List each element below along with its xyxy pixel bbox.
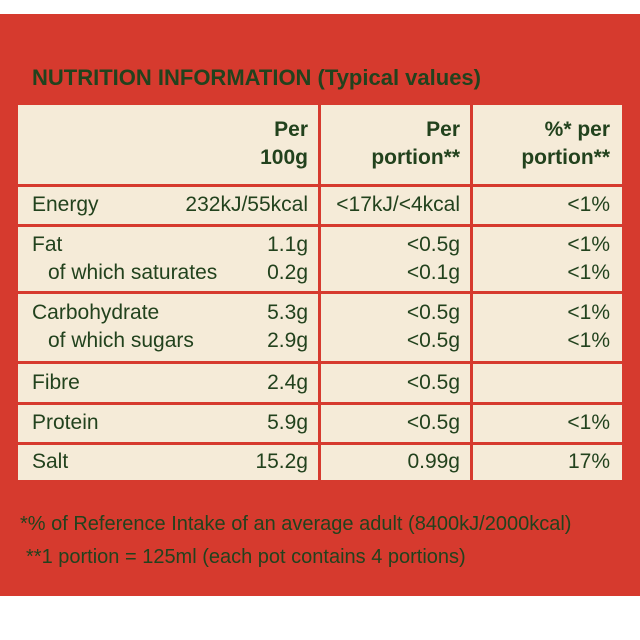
- row-label: Fat: [32, 232, 63, 256]
- cell-value: 0.99g: [407, 449, 460, 473]
- cell-value: 5.3g: [267, 301, 308, 324]
- cell-value: <1%: [567, 232, 610, 256]
- cell-value: <1%: [567, 411, 610, 434]
- row-label: Energy: [32, 193, 99, 216]
- row-divider: [18, 402, 622, 405]
- cell-value: 1.1g: [267, 232, 308, 256]
- cell-value: <1%: [567, 329, 610, 352]
- cell-value: <17kJ/<4kcal: [336, 193, 460, 216]
- cell-value: 17%: [567, 449, 610, 473]
- header-cell: portion**: [521, 146, 610, 169]
- cell-value: <1%: [567, 260, 610, 284]
- header-cell: Per: [274, 118, 308, 141]
- row-divider: [18, 224, 622, 227]
- row-divider: [18, 184, 622, 187]
- header-cell: portion**: [371, 146, 460, 169]
- cell-value: <0.5g: [406, 301, 460, 324]
- cell-value: <0.1g: [406, 260, 460, 284]
- header-cell: 100g: [260, 146, 308, 169]
- cell-value: <0.5g: [406, 329, 460, 352]
- row-label: Salt: [32, 449, 69, 473]
- row-divider: [18, 361, 622, 364]
- row-label: Protein: [32, 411, 99, 434]
- header-cell: Per: [426, 118, 460, 141]
- cell-value: 15.2g: [255, 449, 308, 473]
- cell-value: 2.9g: [267, 329, 308, 352]
- cell-value: <0.5g: [406, 370, 460, 394]
- cell-value: 0.2g: [267, 260, 308, 284]
- footnote: **1 portion = 125ml (each pot contains 4…: [26, 546, 466, 568]
- footnote: *% of Reference Intake of an average adu…: [20, 513, 572, 535]
- row-label: of which saturates: [48, 260, 218, 284]
- cell-value: <0.5g: [406, 411, 460, 434]
- cell-value: 5.9g: [267, 411, 308, 434]
- title: NUTRITION INFORMATION (Typical values): [32, 65, 481, 90]
- row-label: of which sugars: [48, 329, 194, 352]
- cell-value: <1%: [567, 193, 610, 216]
- row-label: Fibre: [32, 370, 80, 394]
- row-divider: [18, 291, 622, 294]
- row-divider: [18, 442, 622, 445]
- cell-value: 2.4g: [267, 370, 308, 394]
- row-label: Carbohydrate: [32, 301, 160, 324]
- header-cell: %* per: [544, 118, 610, 141]
- cell-value: <0.5g: [406, 232, 460, 256]
- cell-value: 232kJ/55kcal: [185, 193, 308, 216]
- cell-value: <1%: [567, 301, 610, 324]
